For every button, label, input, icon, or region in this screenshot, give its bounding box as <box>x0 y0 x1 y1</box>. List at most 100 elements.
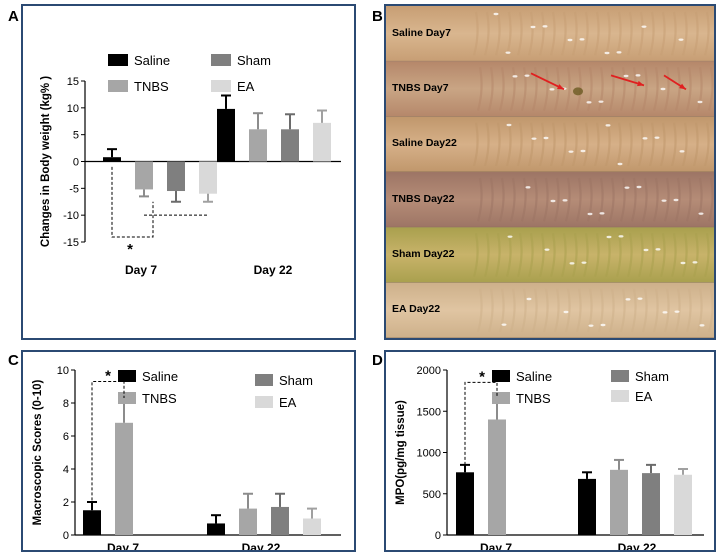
legend-label-ea: EA <box>635 389 653 404</box>
tissue-fold <box>509 177 516 222</box>
legend-label-sham: Sham <box>279 373 313 388</box>
tissue-fold <box>663 67 670 111</box>
tissue-fold <box>560 122 567 167</box>
tissue-fold <box>626 11 633 56</box>
highlight <box>563 310 569 314</box>
tissue-fold <box>509 288 516 333</box>
bar-sham-1 <box>642 473 660 535</box>
y-tick-label: -5 <box>69 183 79 195</box>
y-tick-label: 8 <box>63 398 69 410</box>
significance-star: * <box>479 368 485 385</box>
tissue-fold <box>520 67 527 111</box>
tissue-fold <box>520 288 527 333</box>
legend-swatch-sham <box>255 374 273 386</box>
legend-label-tnbs: TNBS <box>516 391 551 406</box>
tissue-fold <box>703 11 710 56</box>
y-tick-label: 2 <box>63 497 69 509</box>
tissue-fold <box>652 288 659 333</box>
tissue-fold <box>542 177 549 222</box>
legend-label-saline: Saline <box>516 369 552 384</box>
legend-swatch-ea <box>611 390 629 402</box>
tissue-fold <box>681 11 688 56</box>
highlight <box>661 199 667 202</box>
tissue-fold <box>527 122 534 167</box>
highlight <box>643 248 649 252</box>
highlight <box>660 87 666 91</box>
tissue-fold <box>531 177 538 222</box>
panel-label-b: B <box>372 8 383 25</box>
tissue-fold <box>494 233 501 277</box>
tissue-fold <box>641 67 648 111</box>
tissue-fold <box>597 177 604 222</box>
y-tick-label: 4 <box>63 464 69 476</box>
y-tick-label: -10 <box>63 210 79 222</box>
tissue-fold <box>648 122 655 167</box>
tissue-fold <box>619 67 626 111</box>
highlight <box>679 150 685 153</box>
tissue-fold <box>619 288 626 333</box>
panel-d-chart: 0 500 1000 1500 2000 MPO(pg/mg tissue) Day 7 Da… <box>395 365 704 555</box>
tissue-fold <box>571 233 578 277</box>
highlight <box>678 38 684 41</box>
tissue-fold <box>509 67 516 111</box>
y-axis-label: MPO(pg/mg tissue) <box>395 400 407 505</box>
tissue-fold <box>692 233 699 277</box>
x-category-label: Day 22 <box>242 541 281 550</box>
legend-swatch-saline <box>118 370 136 382</box>
highlight <box>550 199 556 203</box>
legend-swatch-ea <box>211 80 231 92</box>
tissue-fold <box>674 67 681 111</box>
tissue-fold <box>696 177 703 222</box>
highlight <box>642 137 648 140</box>
bar-saline-1 <box>578 478 596 535</box>
tissue-fold <box>659 11 666 56</box>
tissue-strip <box>386 227 714 283</box>
highlight <box>662 311 668 314</box>
tissue-fold <box>582 233 589 277</box>
tissue-strip <box>386 6 714 62</box>
bar-tnbs-0 <box>115 422 133 535</box>
tissue-fold <box>476 288 483 333</box>
tissue-fold <box>663 177 670 222</box>
tissue-fold <box>659 233 666 277</box>
tissue-fold <box>593 233 600 277</box>
tissue-strip <box>386 282 714 338</box>
legend-label-ea: EA <box>279 395 297 410</box>
highlight <box>501 323 507 326</box>
highlight <box>579 38 585 41</box>
tissue-fold <box>487 67 494 111</box>
legend-label-ea: EA <box>237 79 255 94</box>
y-tick-label: 15 <box>67 76 79 88</box>
tissue-fold <box>564 67 571 111</box>
tissue-fold <box>531 288 538 333</box>
highlight <box>588 324 594 327</box>
strip-label: Saline Day22 <box>392 137 457 150</box>
lesion-arrow-head <box>557 84 564 90</box>
tissue-strip <box>386 172 714 228</box>
tissue-fold <box>564 288 571 333</box>
panel-label-c: C <box>8 352 19 369</box>
highlight <box>586 101 592 104</box>
highlight <box>635 74 641 77</box>
highlight <box>636 185 642 189</box>
tissue-fold <box>670 122 677 167</box>
tissue-fold <box>696 288 703 333</box>
tissue-fold <box>516 11 523 56</box>
bar-saline-0 <box>103 157 121 162</box>
highlight <box>673 198 679 202</box>
tissue-fold <box>553 288 560 333</box>
y-tick-label: 0 <box>435 530 441 542</box>
x-category-label: Day 22 <box>618 541 657 550</box>
y-tick-label: 10 <box>57 365 69 377</box>
tissue-fold <box>476 67 483 111</box>
bar-ea-1 <box>303 518 321 535</box>
highlight <box>543 136 549 140</box>
tissue-fold <box>553 177 560 222</box>
panel-label-d: D <box>372 352 383 369</box>
tissue-fold <box>630 67 637 111</box>
significance-bracket <box>111 166 154 238</box>
tissue-fold <box>527 233 534 277</box>
y-tick-label: 5 <box>73 130 79 142</box>
legend-swatch-ea <box>255 396 273 408</box>
highlight <box>567 38 573 42</box>
